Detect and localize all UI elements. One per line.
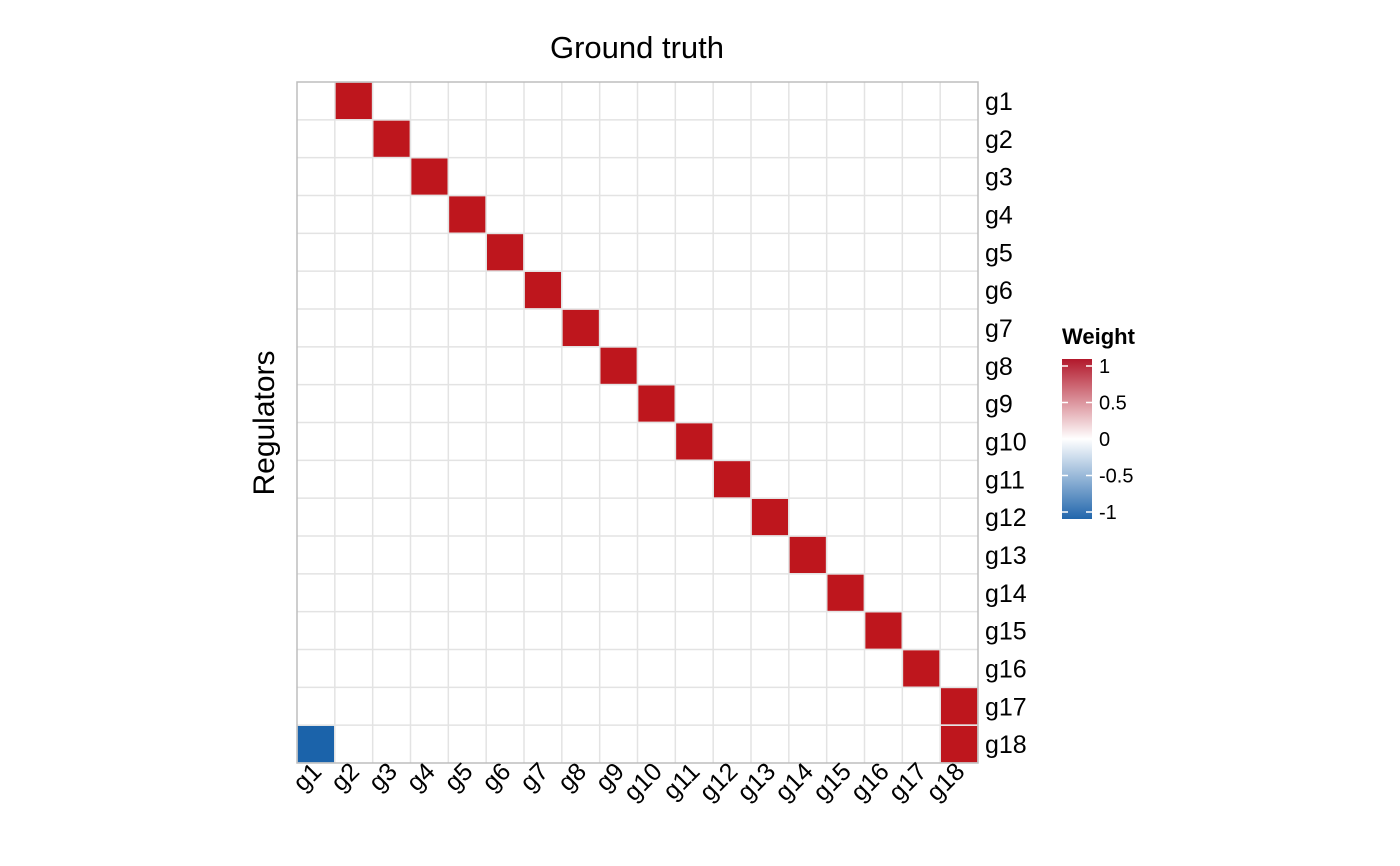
x-tick-label: g18 [921,757,970,806]
heatmap-cell [335,82,372,120]
legend-tick-label: -1 [1099,502,1117,524]
heatmap-cell [297,725,335,763]
plot-frame [296,81,979,764]
heatmap-cell [940,725,978,763]
y-tick-label: g13 [985,542,1027,570]
y-tick-label: g12 [985,504,1027,532]
y-tick-label: g7 [985,315,1013,343]
heatmap-cell [486,234,524,271]
y-tick-label: g10 [985,428,1027,456]
y-axis-ticks: g1 g2 g3 g4 g5 g6 g7 g8 g9 g10 g11 g12 g13 g14 g15 g16 g… [985,88,1027,759]
y-tick-label: g8 [985,353,1013,381]
y-tick-label: g17 [985,693,1027,721]
heatmap-cell [713,461,751,498]
legend-tick-label: -0.5 [1099,466,1133,488]
heatmap-cell [373,120,410,157]
heatmap-cell [940,688,978,725]
legend-ticks: 1 0.5 0 -0.5 -1 [1062,356,1133,524]
y-tick-label: g1 [985,88,1013,116]
heatmap-cell [827,574,864,611]
y-tick-label: g4 [985,201,1013,229]
y-tick-label: g5 [985,239,1013,267]
heatmap-cell [562,309,599,347]
legend-tick-label: 1 [1099,356,1110,378]
y-tick-label: g11 [985,466,1025,494]
heatmap-cell [676,423,713,460]
heatmap-cell [524,271,562,309]
heatmap-cell [449,196,486,233]
y-tick-label: g9 [985,391,1013,419]
y-tick-label: g18 [985,731,1027,759]
y-tick-label: g3 [985,164,1013,192]
chart-title: Ground truth [550,30,724,65]
heatmap-cell [751,498,789,536]
heatmap-cell [411,158,448,195]
y-axis-title: Regulators [248,350,281,495]
heatmap-cell [600,347,637,384]
heatmap-cell [903,650,940,687]
color-legend: Weight 1 0.5 0 -0.5 -1 [1062,324,1136,524]
y-tick-label: g2 [985,126,1013,154]
heatmap-cell [789,536,826,574]
legend-tick-label: 0.5 [1099,393,1127,415]
heatmap-grid [296,81,979,764]
heatmap-cell [638,385,675,422]
x-axis-ticks: g1g2g3g4g5g6g7g8g9g10g11g12g13g14g15g16g… [288,757,971,806]
legend-tick-label: 0 [1099,429,1110,451]
y-tick-label: g6 [985,277,1013,305]
y-tick-label: g14 [985,580,1027,608]
heatmap-cell [865,612,902,649]
y-tick-label: g15 [985,618,1027,646]
y-tick-label: g16 [985,655,1027,683]
legend-title: Weight [1062,324,1136,349]
